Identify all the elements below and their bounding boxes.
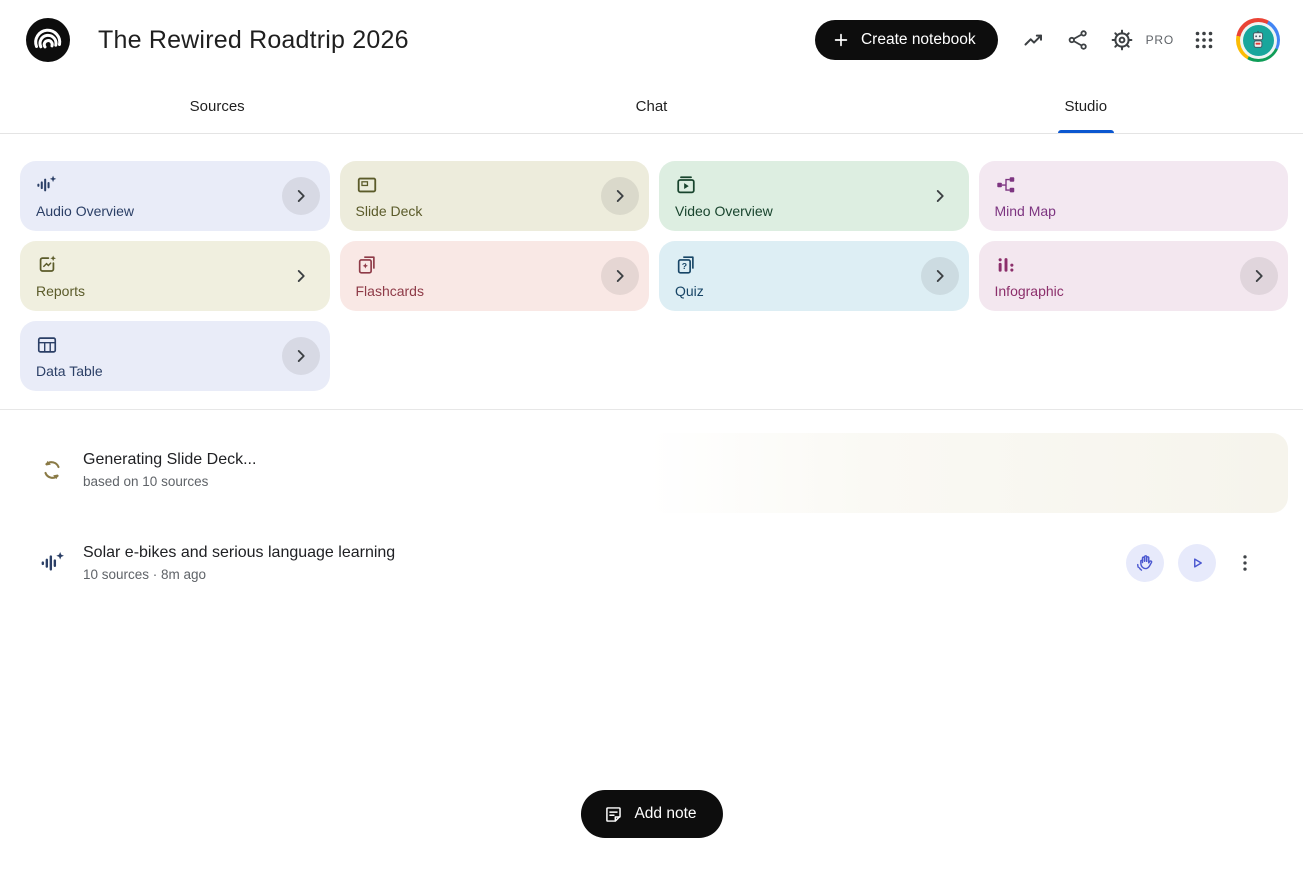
tool-label: Reports xyxy=(36,283,86,299)
loading-skeleton xyxy=(648,433,1288,513)
video-play-icon xyxy=(675,174,697,196)
card-slide-deck[interactable]: Slide Deck xyxy=(339,161,649,231)
add-note-button[interactable]: Add note xyxy=(580,790,723,838)
section-divider xyxy=(0,409,1303,410)
flashcards-star-icon xyxy=(356,254,378,276)
avatar-ring xyxy=(1239,21,1277,59)
more-menu-button[interactable] xyxy=(1230,544,1260,582)
tool-label: Audio Overview xyxy=(36,203,135,219)
avatar-robot xyxy=(1242,24,1274,56)
generating-title: Generating Slide Deck... xyxy=(83,451,257,468)
waving-hand-icon xyxy=(1135,553,1155,573)
data-table-icon xyxy=(36,334,58,356)
play-button[interactable] xyxy=(1178,544,1216,582)
card-mind-map[interactable]: Mind Map xyxy=(978,161,1288,231)
interactive-mode-button[interactable] xyxy=(1126,544,1164,582)
card-audio-overview[interactable]: Audio Overview xyxy=(20,161,330,231)
play-icon xyxy=(1187,553,1207,573)
generating-text: Generating Slide Deck... based on 10 sou… xyxy=(83,451,256,489)
tabbar: Sources Chat Studio xyxy=(0,80,1303,134)
tab-chat[interactable]: Chat xyxy=(434,80,868,133)
card-flashcards[interactable]: Flashcards xyxy=(339,241,649,311)
studio-tools-grid: Audio Overview Slide Deck xyxy=(20,161,1288,391)
slide-icon xyxy=(356,174,378,196)
create-notebook-button[interactable]: Create notebook xyxy=(814,20,998,60)
mind-map-icon xyxy=(995,174,1017,196)
generating-content: Generating Slide Deck... based on 10 sou… xyxy=(40,451,256,489)
chevron-right-icon[interactable] xyxy=(281,177,320,215)
chevron-right-icon[interactable] xyxy=(1240,257,1278,295)
chevron-right-icon[interactable] xyxy=(601,177,639,215)
tool-label: Quiz xyxy=(675,283,704,299)
tab-studio[interactable]: Studio xyxy=(869,80,1303,133)
studio-activity-list: Generating Slide Deck... based on 10 sou… xyxy=(0,410,1303,590)
audio-item-title: Solar e-bikes and serious language learn… xyxy=(83,544,396,561)
card-data-table[interactable]: Data Table xyxy=(20,321,330,391)
trending-icon[interactable] xyxy=(1012,18,1056,62)
card-video-overview[interactable]: Video Overview xyxy=(659,161,969,231)
create-notebook-label: Create notebook xyxy=(860,31,976,48)
three-dots-icon xyxy=(1243,555,1247,571)
svg-text:?: ? xyxy=(682,261,687,271)
header: The Rewired Roadtrip 2026 Create noteboo… xyxy=(0,0,1303,80)
tool-label: Mind Map xyxy=(994,203,1056,219)
card-infographic[interactable]: Infographic xyxy=(978,241,1288,311)
add-note-label: Add note xyxy=(634,805,697,822)
chevron-right-icon[interactable] xyxy=(601,257,639,295)
tool-label: Slide Deck xyxy=(355,203,423,219)
tool-label: Data Table xyxy=(36,363,103,379)
audio-item-text: Solar e-bikes and serious language learn… xyxy=(83,544,395,582)
chevron-right-icon[interactable] xyxy=(282,257,320,295)
settings-gear-icon[interactable] xyxy=(1100,18,1144,62)
audio-item-actions xyxy=(1126,544,1288,582)
pro-badge: PRO xyxy=(1145,33,1174,47)
tool-label: Flashcards xyxy=(355,283,424,299)
generating-item: Generating Slide Deck... based on 10 sou… xyxy=(20,433,1288,513)
card-quiz[interactable]: ? Quiz xyxy=(659,241,969,311)
header-icons: PRO xyxy=(1012,18,1280,62)
tool-label: Infographic xyxy=(994,283,1064,299)
audio-waveform-sparkle-icon xyxy=(40,550,66,576)
audio-waveform-sparkle-icon xyxy=(36,174,58,196)
sync-icon xyxy=(40,458,64,482)
note-icon xyxy=(602,804,623,825)
quiz-question-icon: ? xyxy=(675,254,697,276)
audio-item-meta: 10 sources · 8m ago xyxy=(83,567,207,582)
avatar[interactable] xyxy=(1236,18,1280,62)
chevron-right-icon[interactable] xyxy=(920,257,959,295)
report-sparkle-icon xyxy=(36,254,58,276)
notebook-title[interactable]: The Rewired Roadtrip 2026 xyxy=(98,25,409,54)
chevron-right-icon[interactable] xyxy=(281,337,320,375)
generating-subtitle: based on 10 sources xyxy=(83,474,209,489)
chevron-right-icon[interactable] xyxy=(921,177,959,215)
audio-overview-item[interactable]: Solar e-bikes and serious language learn… xyxy=(20,536,1288,590)
apps-grid-icon[interactable] xyxy=(1182,18,1226,62)
share-icon[interactable] xyxy=(1056,18,1100,62)
infographic-bars-icon xyxy=(995,254,1017,276)
notebooklm-logo[interactable] xyxy=(26,18,70,62)
card-reports[interactable]: Reports xyxy=(20,241,330,311)
tool-label: Video Overview xyxy=(675,203,773,219)
tab-sources[interactable]: Sources xyxy=(0,80,434,133)
plus-icon xyxy=(831,30,851,50)
